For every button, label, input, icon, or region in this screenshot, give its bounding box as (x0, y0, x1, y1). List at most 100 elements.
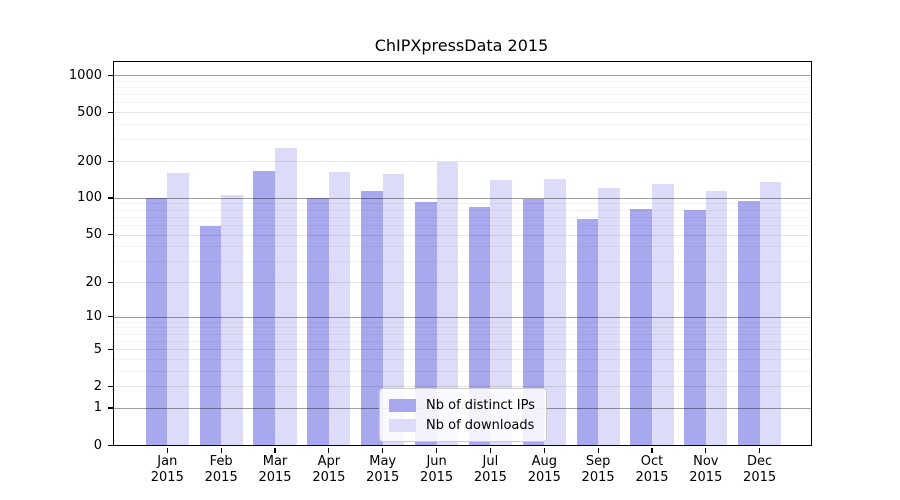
bar-downloads (221, 194, 243, 445)
y-tick-mark (107, 407, 113, 409)
gridline-minor (114, 209, 811, 211)
gridline (114, 161, 811, 162)
y-tick-mark (107, 316, 113, 318)
x-tick-mark (328, 447, 330, 453)
x-tick-label: Apr 2015 (312, 454, 346, 485)
y-tick-mark (107, 160, 113, 162)
y-tick-label: 2 (93, 378, 102, 394)
gridline-minor (114, 358, 811, 360)
legend-label: Nb of downloads (426, 417, 535, 433)
gridline-minor (114, 139, 811, 141)
legend-item-downloads: Nb of downloads (389, 415, 535, 435)
y-tick-label: 10 (85, 309, 102, 325)
legend-label: Nb of distinct IPs (426, 397, 535, 413)
bar-downloads (759, 181, 782, 445)
x-tick-label: May 2015 (366, 454, 400, 485)
gridline-minor (114, 80, 811, 82)
y-tick-mark (107, 74, 113, 76)
y-tick-mark (107, 234, 113, 236)
x-tick-label: Oct 2015 (635, 454, 669, 485)
y-tick-label: 500 (77, 104, 102, 120)
plot-area: Nb of distinct IPs Nb of downloads 0 1 2 5 1… (69, 61, 812, 485)
bar-distinct-ips (307, 197, 329, 445)
gridline-minor (114, 216, 811, 218)
x-tick-label: Jun 2015 (420, 454, 454, 485)
x-tick-mark (759, 447, 761, 453)
x-tick-label: Feb 2015 (204, 454, 238, 485)
y-tick-label: 5 (93, 341, 102, 357)
bar-downloads (598, 187, 620, 445)
legend-item-distinct-ips: Nb of distinct IPs (389, 395, 535, 415)
bar-distinct-ips (199, 225, 222, 445)
y-tick-label: 50 (85, 227, 102, 242)
y-tick-mark (107, 444, 113, 446)
bar-distinct-ips (522, 198, 545, 445)
bar-downloads (167, 172, 189, 445)
bar-distinct-ips (145, 197, 168, 445)
bar-downloads (328, 172, 351, 445)
gridline (114, 282, 811, 283)
gridline-minor (114, 224, 811, 226)
x-tick-label: Nov 2015 (689, 454, 723, 485)
x-tick-label: Jul 2015 (473, 454, 507, 485)
gridline-minor (114, 340, 811, 342)
bar-downloads (490, 180, 512, 445)
y-tick-mark (107, 197, 113, 199)
x-tick-label: Jan 2015 (150, 454, 184, 485)
bar-distinct-ips (414, 201, 437, 445)
gridline-minor (114, 124, 811, 125)
gridline-minor (114, 246, 811, 248)
x-tick-label: Aug 2015 (527, 454, 561, 485)
gridline-minor (114, 94, 811, 96)
bar-downloads (705, 191, 728, 445)
gridline (114, 234, 811, 236)
bar-distinct-ips (468, 207, 491, 445)
gridline (114, 316, 811, 318)
gridline-minor (114, 321, 811, 323)
gridline-minor (114, 261, 811, 263)
x-tick-mark (651, 447, 653, 453)
gridline (114, 349, 811, 351)
x-tick-mark (382, 447, 384, 453)
bar-distinct-ips (684, 210, 706, 445)
x-tick-mark (597, 447, 599, 453)
x-tick-mark (220, 447, 222, 453)
x-tick-mark (705, 447, 707, 453)
x-tick-mark (274, 447, 276, 453)
bar-distinct-ips (576, 219, 599, 445)
y-tick-label: 20 (85, 274, 102, 290)
gridline-minor (114, 370, 811, 372)
y-tick-label: 1 (93, 400, 102, 416)
legend-swatch-distinct-ips-icon (389, 398, 416, 412)
y-tick-mark (107, 281, 113, 283)
y-tick-mark (107, 348, 113, 350)
gridline-minor (114, 327, 811, 329)
y-tick-mark (107, 111, 113, 113)
gridline-minor (114, 203, 811, 205)
y-tick-label: 200 (77, 153, 102, 169)
legend-swatch-downloads-icon (389, 418, 416, 432)
x-tick-label: Sep 2015 (581, 454, 615, 485)
y-tick-mark (107, 385, 113, 387)
legend: Nb of distinct IPs Nb of downloads (379, 388, 547, 442)
gridline (114, 197, 811, 199)
gridline-minor (114, 102, 811, 104)
chart-title: ChIPXpressData 2015 (374, 36, 549, 55)
gridline-minor (114, 333, 811, 335)
x-tick-mark (489, 447, 492, 453)
y-tick-label: 1000 (68, 67, 102, 83)
bar-distinct-ips (630, 209, 652, 445)
bar-distinct-ips (738, 201, 760, 445)
bar-distinct-ips (361, 191, 383, 445)
bar-downloads (382, 173, 405, 445)
bar-downloads (544, 178, 566, 445)
y-tick-label: 100 (77, 190, 102, 206)
gridline (114, 386, 811, 388)
bar-downloads (275, 148, 297, 445)
gridline (114, 112, 811, 114)
gridline-minor (114, 87, 811, 88)
x-tick-mark (166, 447, 168, 453)
y-tick-label: 0 (93, 437, 102, 453)
x-tick-label: Dec 2015 (743, 454, 777, 485)
